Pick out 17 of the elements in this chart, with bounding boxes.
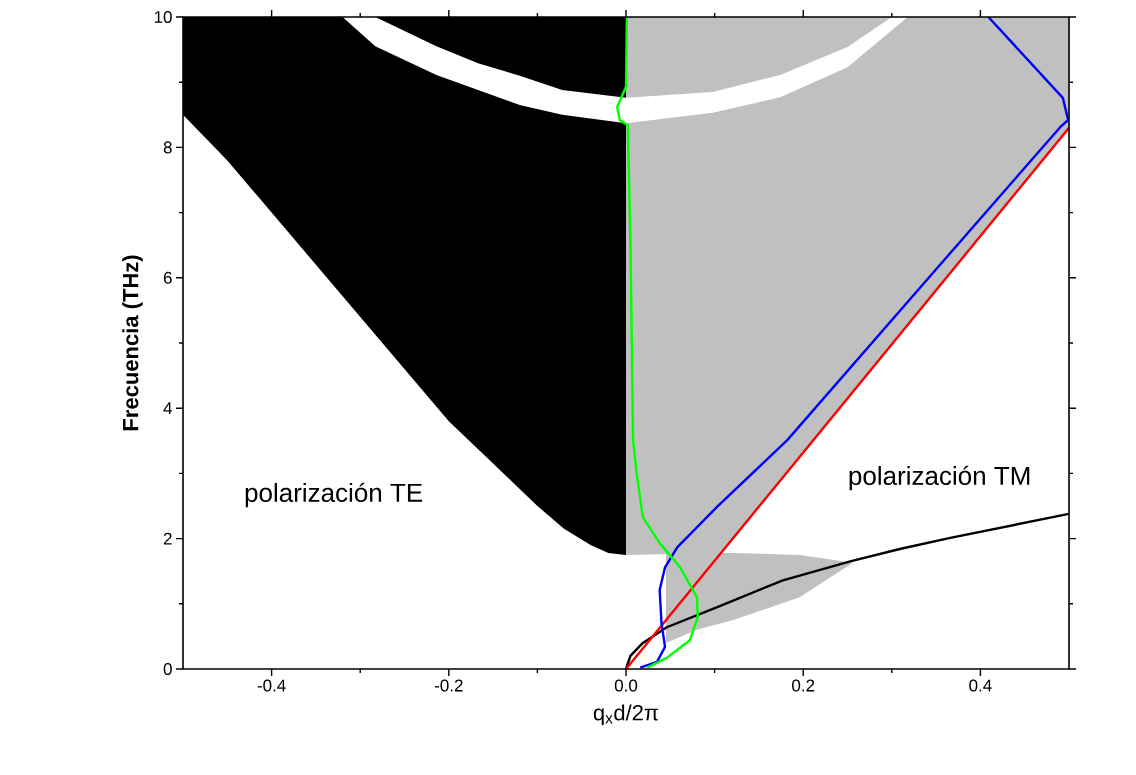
line-series [638, 16, 1070, 669]
y-tick-label: 2 [163, 532, 172, 545]
y-tick-label: 0 [163, 662, 172, 676]
x-tick-label: 0.2 [792, 679, 815, 692]
y-tick-label: 10 [154, 10, 172, 24]
y-axis-title: Frecuencia (THz) [122, 255, 143, 431]
y-tick-label: 4 [163, 402, 172, 415]
x-tick-label: 0.4 [969, 679, 992, 692]
x-tick-label: -0.2 [434, 679, 463, 692]
line-series [615, 16, 699, 669]
x-tick-label: 0.0 [614, 679, 638, 692]
annotation: polarización TE [245, 482, 423, 508]
annotation: polarización TM [849, 465, 1030, 491]
x-axis-title: q$_{x}$d/2π [593, 704, 659, 725]
x-tick-label: -0.4 [257, 679, 286, 692]
y-tick-label: 8 [163, 141, 172, 154]
y-tick-label: 6 [163, 271, 172, 284]
